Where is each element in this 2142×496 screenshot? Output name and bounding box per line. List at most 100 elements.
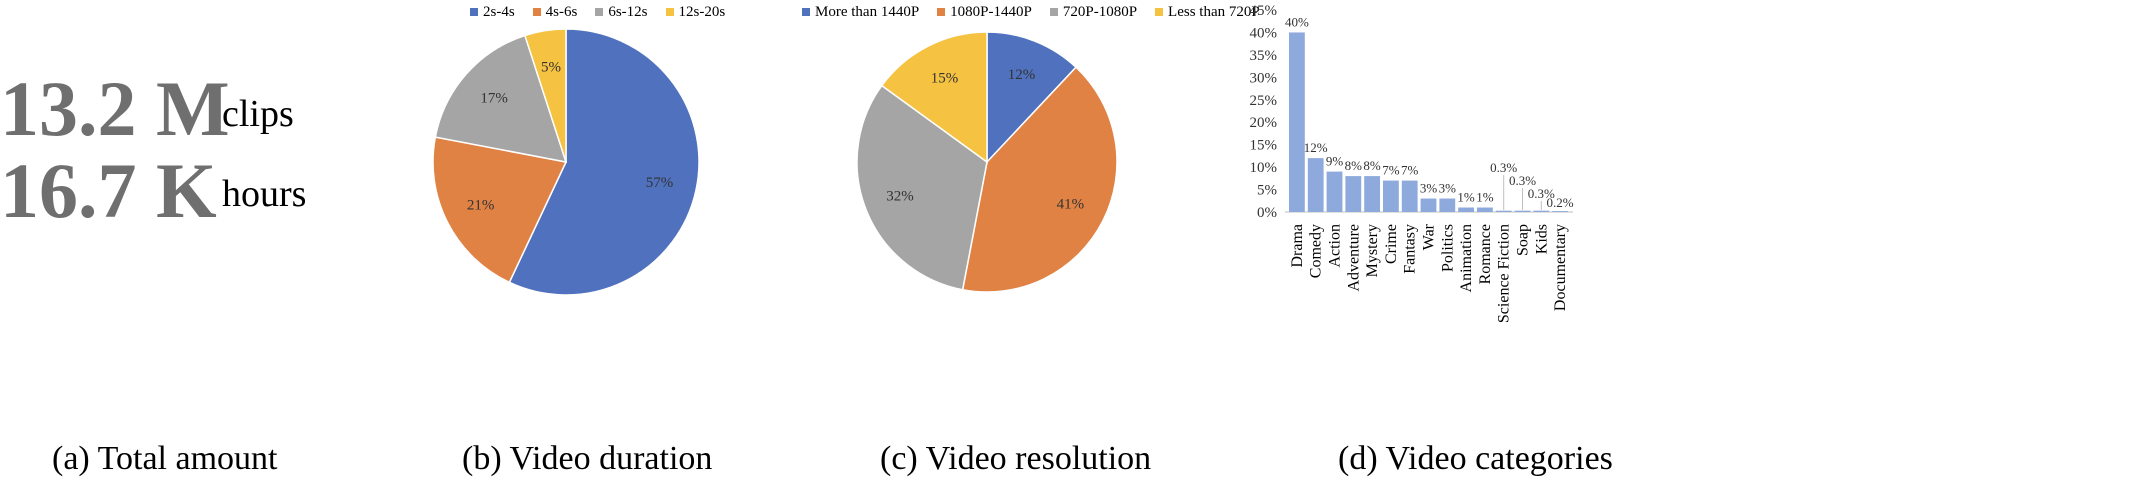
y-tick-label: 5% — [1257, 183, 1277, 199]
x-tick-label: Romance — [1477, 224, 1494, 284]
legend-label: Less than 720P — [1168, 3, 1260, 20]
caption-c: (c) Video resolution — [880, 440, 1152, 477]
legend-label: 720P-1080P — [1062, 3, 1138, 20]
bar-value-label: 0.2% — [1547, 195, 1574, 210]
bar — [1289, 32, 1305, 212]
pie-slice-label: 32% — [886, 188, 914, 204]
pie-slice-label: 17% — [480, 91, 508, 107]
pie-slice — [880, 31, 988, 164]
y-tick-label: 25% — [1250, 93, 1278, 109]
legend-swatch — [1155, 8, 1164, 16]
bar-value-label: 8% — [1363, 158, 1381, 173]
hours-value: 16.7 K — [0, 147, 217, 234]
pie-slice — [508, 28, 700, 296]
legend-item: 6s-12s — [595, 2, 648, 22]
pie-slice-label: 5% — [541, 59, 561, 75]
x-tick-label: Adventure — [1345, 224, 1362, 292]
caption-b: (b) Video duration — [462, 440, 713, 477]
bar — [1514, 210, 1531, 212]
x-tick-label: Action — [1327, 224, 1344, 268]
legend-swatch — [532, 8, 541, 16]
caption-d: (d) Video categories — [1338, 440, 1613, 477]
legend-label: 12s-20s — [678, 3, 726, 20]
legend-resolution: More than 1440P 1080P-1440P 720P-1080P Less… — [802, 2, 1260, 22]
bar — [1326, 171, 1343, 212]
clips-value: 13.2 M — [0, 65, 230, 152]
bar-value-label: 3% — [1420, 181, 1438, 196]
legend-label: 4s-6s — [545, 3, 578, 20]
x-tick-label: Soap — [1515, 224, 1532, 256]
pie-slice-label: 41% — [1057, 196, 1085, 212]
legend-label: 6s-12s — [608, 3, 648, 20]
bar-value-label: 8% — [1345, 158, 1363, 173]
x-tick-label: Kids — [1533, 224, 1550, 254]
x-tick-label: Mystery — [1364, 224, 1381, 277]
clips-unit: clips — [222, 93, 294, 135]
x-tick-label: Documentary — [1552, 224, 1569, 311]
bar — [1477, 207, 1493, 212]
pie-slice — [434, 34, 568, 163]
pie-slice — [986, 31, 1078, 164]
legend-item: 2s-4s — [470, 2, 515, 22]
y-tick-label: 35% — [1250, 48, 1278, 64]
y-tick-label: 0% — [1257, 205, 1277, 221]
bar-value-label: 7% — [1382, 163, 1400, 178]
caption-a: (a) Total amount — [52, 440, 278, 477]
legend-duration: 2s-4s 4s-6s 6s-12s 12s-20s — [470, 2, 725, 22]
legend-label: More than 1440P — [815, 3, 920, 20]
pie-chart-resolution: 12% 41% 32% 15% — [856, 31, 1118, 293]
x-tick-label: Crime — [1383, 224, 1400, 264]
hours-unit: hours — [222, 173, 307, 215]
bar — [1383, 180, 1399, 212]
bar — [1439, 198, 1456, 212]
legend-item: Less than 720P — [1155, 2, 1260, 22]
x-tick-label: Science Fiction — [1496, 224, 1513, 323]
bar-value-label: 40% — [1285, 14, 1309, 29]
bar-value-label: 7% — [1401, 163, 1419, 178]
bar-value-label: 9% — [1326, 154, 1344, 169]
y-tick-label: 30% — [1250, 70, 1278, 86]
legend-item: More than 1440P — [802, 2, 919, 22]
pie-slice-label: 12% — [1008, 67, 1036, 83]
legend-swatch — [937, 8, 946, 16]
legend-item: 720P-1080P — [1049, 2, 1138, 22]
bar-value-label: 12% — [1304, 140, 1328, 155]
pie-slice — [856, 84, 988, 291]
y-tick-label: 20% — [1250, 115, 1278, 131]
bar-value-label: 0.3% — [1528, 186, 1555, 201]
pie-slice — [523, 28, 567, 163]
bar — [1401, 180, 1418, 212]
legend-swatch — [470, 8, 478, 16]
pie-chart-duration: 57% 21% 17% 5% — [432, 28, 700, 296]
legend-swatch — [802, 8, 810, 16]
bar-chart-categories: 0% 5% 10% 15% 20% 25% 30% 35% 40% 45% 40% Drama 12% C… — [1250, 3, 1574, 323]
pie-slice — [432, 136, 568, 284]
bar — [1533, 210, 1550, 212]
legend-label: 1080P-1440P — [950, 3, 1032, 20]
bar — [1420, 198, 1437, 212]
y-tick-label: 10% — [1250, 160, 1278, 176]
bar-value-label: 1% — [1457, 190, 1475, 205]
legend-label: 2s-4s — [483, 3, 515, 20]
bar — [1495, 210, 1512, 212]
bar — [1345, 176, 1362, 212]
x-tick-label: Politics — [1439, 224, 1456, 272]
legend-item: 1080P-1440P — [937, 2, 1032, 22]
x-tick-label: Drama — [1289, 224, 1306, 268]
bar — [1364, 176, 1380, 212]
y-tick-label: 40% — [1250, 25, 1278, 41]
x-tick-label: Comedy — [1308, 224, 1325, 278]
legend-item: 12s-20s — [665, 2, 726, 22]
bar-value-label: 0.3% — [1490, 160, 1517, 175]
bar — [1307, 158, 1324, 212]
x-tick-label: Fantasy — [1402, 224, 1419, 274]
legend-swatch — [665, 8, 674, 16]
x-tick-label: Animation — [1458, 224, 1475, 292]
legend-item: 4s-6s — [532, 2, 578, 22]
legend-swatch — [595, 8, 604, 16]
bar-value-label: 0.3% — [1509, 173, 1536, 188]
y-tick-label: 15% — [1250, 138, 1278, 154]
bar-value-label: 3% — [1439, 181, 1457, 196]
bar-value-label: 1% — [1476, 190, 1494, 205]
pie-slice — [961, 66, 1118, 293]
